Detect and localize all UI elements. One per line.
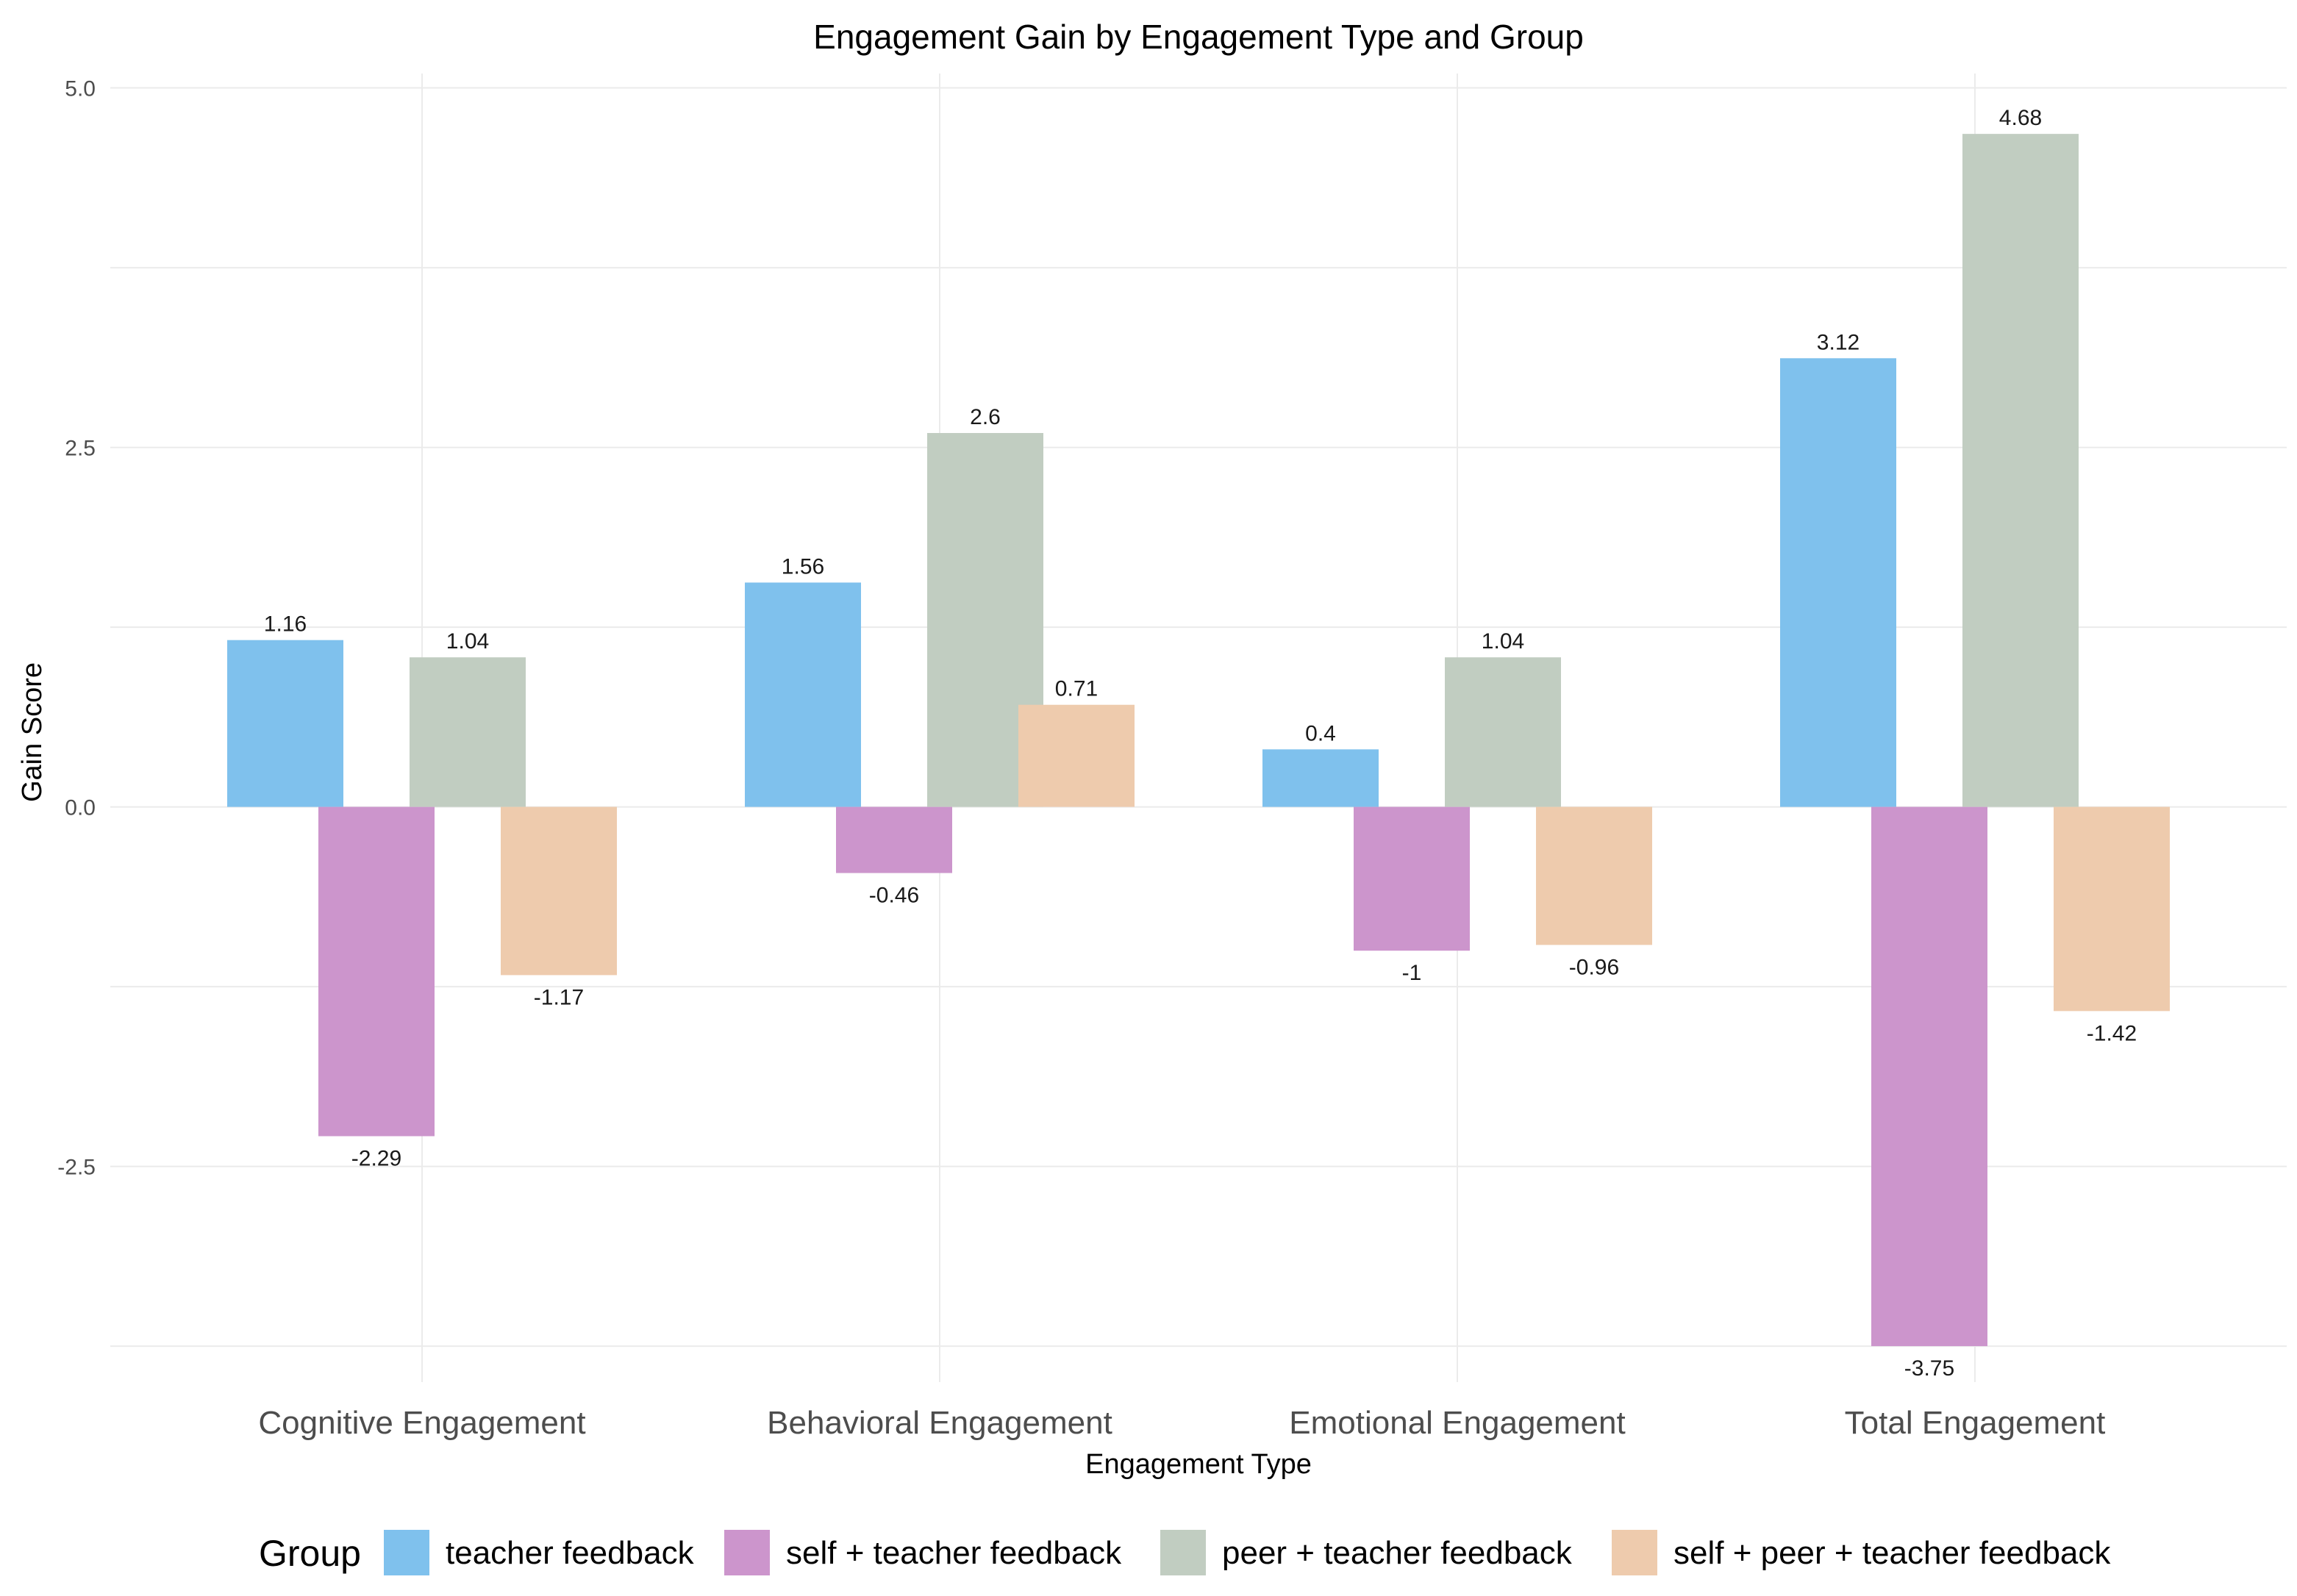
y-tick-label: -2.5 bbox=[57, 1156, 96, 1180]
legend-swatch bbox=[384, 1530, 429, 1575]
data-label: 4.68 bbox=[1999, 106, 2042, 130]
legend-item: self + teacher feedback bbox=[724, 1530, 1122, 1575]
data-label: 2.6 bbox=[970, 405, 1001, 429]
bars-layer bbox=[227, 134, 2170, 1347]
data-label: -2.29 bbox=[351, 1147, 401, 1171]
bar bbox=[1354, 806, 1470, 951]
legend-label: peer + teacher feedback bbox=[1222, 1535, 1573, 1571]
data-label: -1 bbox=[1402, 961, 1422, 985]
x-tick-label: Total Engagement bbox=[1845, 1405, 2106, 1441]
bar bbox=[836, 806, 952, 873]
data-label: 1.56 bbox=[782, 554, 824, 579]
data-label: 1.16 bbox=[264, 612, 307, 637]
data-label: -3.75 bbox=[1904, 1356, 1954, 1381]
x-axis-title: Engagement Type bbox=[1085, 1449, 1312, 1480]
legend-items: teacher feedback self + teacher feedback p… bbox=[384, 1530, 2111, 1575]
bar bbox=[2054, 806, 2170, 1012]
bar bbox=[318, 806, 435, 1137]
bar bbox=[745, 582, 861, 807]
bar bbox=[1445, 657, 1561, 807]
bar bbox=[227, 640, 343, 807]
y-axis-title: Gain Score bbox=[17, 662, 48, 802]
bar bbox=[1536, 806, 1652, 945]
data-label: -1.17 bbox=[534, 985, 584, 1009]
legend-label: teacher feedback bbox=[446, 1535, 695, 1571]
bar bbox=[1262, 749, 1379, 807]
legend-swatch bbox=[1612, 1530, 1657, 1575]
data-label: 1.04 bbox=[446, 629, 489, 654]
legend-label: self + peer + teacher feedback bbox=[1673, 1535, 2111, 1571]
bar bbox=[501, 806, 617, 976]
axes-layer: -2.5 0.0 2.5 5.0 Cognitive Engagement Behavio… bbox=[57, 77, 2105, 1441]
data-labels-layer: 1.16 -2.29 1.04 -1.17 1.56 -0.46 2.6 0.71 0.4 -1 1… bbox=[264, 106, 2137, 1381]
bar bbox=[1962, 134, 2079, 807]
legend-title: Group bbox=[259, 1533, 361, 1574]
x-tick-label: Cognitive Engagement bbox=[258, 1405, 585, 1441]
legend-item: peer + teacher feedback bbox=[1160, 1530, 1573, 1575]
bar bbox=[1871, 806, 1987, 1347]
legend-item: teacher feedback bbox=[384, 1530, 695, 1575]
bar bbox=[1018, 704, 1135, 807]
legend-swatch bbox=[1160, 1530, 1206, 1575]
chart-title: Engagement Gain by Engagement Type and G… bbox=[813, 18, 1584, 56]
legend-swatch bbox=[724, 1530, 770, 1575]
legend: Group teacher feedback self + teacher fee… bbox=[259, 1530, 2111, 1575]
data-label: 1.04 bbox=[1482, 629, 1524, 654]
bar bbox=[410, 657, 526, 807]
legend-item: self + peer + teacher feedback bbox=[1612, 1530, 2111, 1575]
data-label: -0.96 bbox=[1569, 955, 1619, 979]
y-tick-label: 5.0 bbox=[65, 77, 96, 101]
data-label: 3.12 bbox=[1817, 330, 1860, 354]
data-label: 0.4 bbox=[1305, 721, 1336, 745]
legend-label: self + teacher feedback bbox=[786, 1535, 1122, 1571]
x-tick-label: Behavioral Engagement bbox=[767, 1405, 1112, 1441]
y-tick-label: 0.0 bbox=[65, 796, 96, 820]
bar bbox=[1780, 358, 1896, 807]
data-label: -0.46 bbox=[869, 884, 919, 908]
y-tick-label: 2.5 bbox=[65, 437, 96, 461]
data-label: -1.42 bbox=[2087, 1021, 2137, 1045]
x-tick-label: Emotional Engagement bbox=[1289, 1405, 1625, 1441]
data-label: 0.71 bbox=[1055, 677, 1098, 701]
